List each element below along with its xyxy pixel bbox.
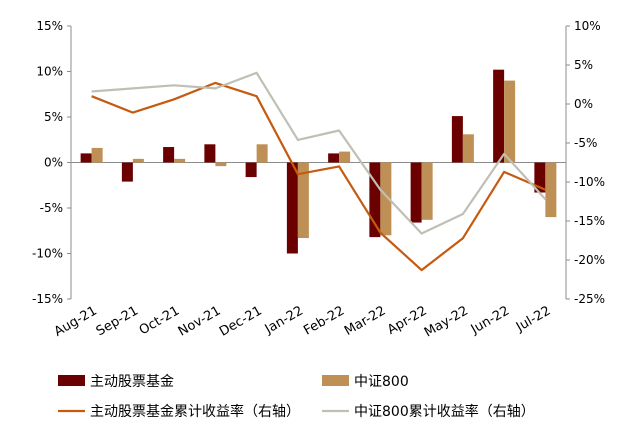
bar-fund-May-22 [451, 116, 463, 163]
left-y-tick-label: 0% [44, 156, 63, 170]
bar-csi800-Apr-22 [421, 162, 433, 220]
legend-label: 中证800累计收益率（右轴） [354, 403, 535, 420]
x-tick-label: Apr-22 [385, 303, 430, 337]
bar-fund-Jan-22 [286, 162, 298, 254]
x-axis-tick-labels: Aug-21Sep-21Oct-21Nov-21Dec-21Jan-22Feb-… [52, 303, 554, 340]
bar-csi800-May-22 [462, 134, 474, 163]
bar-fund-Dec-21 [245, 162, 257, 178]
bar-csi800-Oct-21 [174, 158, 186, 163]
line-fund-cumulative [91, 81, 546, 272]
bar-fund-Jul-22 [534, 162, 546, 193]
right-y-tick-label: -20% [574, 253, 605, 267]
left-y-tick-label: -10% [32, 247, 63, 261]
x-tick-label: Jul-22 [513, 303, 553, 335]
right-y-tick-label: -15% [574, 214, 605, 228]
legend-label: 中证800 [354, 374, 409, 390]
bar-csi800-Feb-22 [339, 151, 351, 163]
bar-fund-Nov-21 [204, 144, 216, 163]
bar-fund-Sep-21 [121, 162, 133, 182]
x-tick-label: Mar-22 [342, 303, 388, 338]
legend-swatch [58, 375, 85, 386]
right-y-tick-label: -10% [574, 175, 605, 189]
left-y-tick-label: 10% [36, 65, 63, 79]
bar-fund-Jun-22 [493, 69, 505, 163]
x-tick-label: Nov-21 [176, 303, 224, 339]
bar-fund-Oct-21 [163, 147, 175, 163]
x-tick-label: Aug-21 [52, 303, 100, 339]
bar-csi800-Jul-22 [545, 162, 557, 218]
axes: 15% 10% 5% 0% -5% -10% -15% 10% 5% 0% -5% -10% -15% -… [32, 19, 605, 306]
bar-csi800-Sep-21 [132, 158, 144, 163]
legend-label: 主动股票基金 [90, 373, 174, 390]
line-csi800-cumulative [91, 71, 547, 235]
x-tick-label: Sep-21 [94, 303, 141, 339]
legend-label: 主动股票基金累计收益率（右轴） [90, 403, 300, 420]
bar-csi800-Jun-22 [504, 80, 516, 163]
x-tick-label: May-22 [422, 303, 471, 340]
x-tick-label: Jan-22 [262, 303, 306, 337]
bar-csi800-Mar-22 [380, 162, 392, 236]
right-y-tick-label: -5% [574, 136, 597, 150]
right-y-tick-label: -25% [574, 292, 605, 306]
x-tick-label: Feb-22 [301, 303, 347, 338]
bar-fund-Apr-22 [410, 162, 422, 223]
left-y-tick-label: -15% [32, 292, 63, 306]
left-y-tick-label: 15% [36, 19, 63, 33]
bar-fund-Feb-22 [328, 153, 340, 163]
right-y-tick-label: 5% [574, 58, 593, 72]
bar-csi800-Dec-21 [256, 144, 268, 163]
legend-swatch [322, 375, 349, 386]
left-y-tick-label: -5% [40, 201, 63, 215]
bars [80, 69, 557, 254]
bar-csi800-Aug-21 [91, 147, 103, 163]
legend: 主动股票基金 中证800 主动股票基金累计收益率（右轴） 中证800累计收益率（右轴） [58, 373, 535, 420]
lines [91, 71, 547, 272]
left-y-tick-label: 5% [44, 110, 63, 124]
x-tick-label: Jun-22 [468, 303, 512, 337]
bar-fund-Mar-22 [369, 162, 381, 238]
x-tick-label: Oct-21 [137, 303, 182, 338]
bar-fund-Aug-21 [80, 153, 92, 163]
right-y-tick-label: 0% [574, 97, 593, 111]
bar-csi800-Nov-21 [215, 162, 227, 167]
right-y-tick-label: 10% [574, 19, 601, 33]
x-tick-label: Dec-21 [217, 303, 265, 339]
bar-csi800-Jan-22 [297, 162, 309, 239]
